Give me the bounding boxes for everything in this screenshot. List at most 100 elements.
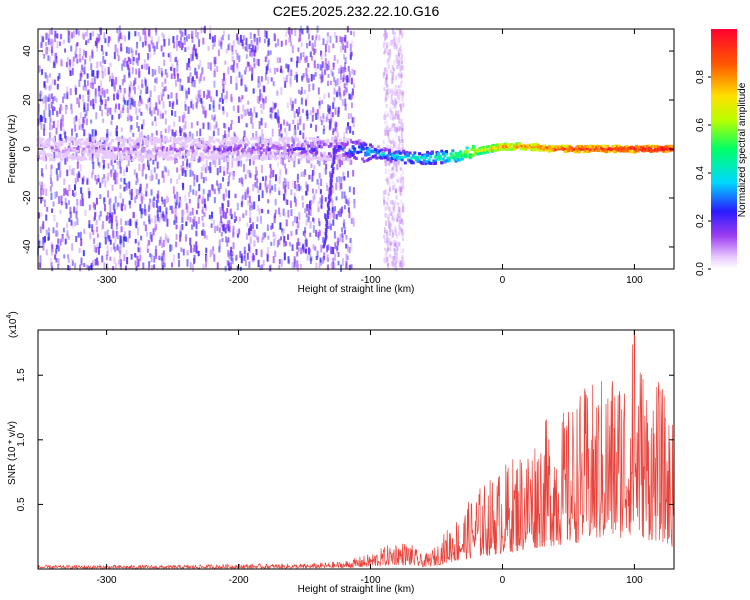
heatmap-cell	[411, 154, 415, 158]
heatmap-cell	[307, 28, 310, 34]
heatmap-cell	[400, 219, 403, 225]
heatmap-cell	[338, 154, 342, 158]
heatmap-cell	[332, 157, 336, 161]
heatmap-cell	[310, 157, 314, 161]
heatmap-cell	[95, 149, 99, 153]
heatmap-cell	[119, 158, 122, 167]
heatmap-cell	[384, 31, 387, 37]
heatmap-cell	[142, 149, 146, 153]
heatmap-cell	[57, 258, 60, 266]
heatmap-cell	[105, 254, 108, 261]
heatmap-cell	[392, 138, 395, 144]
heatmap-cell	[532, 143, 536, 147]
heatmap-cell	[333, 31, 336, 38]
heatmap-cell	[219, 221, 222, 227]
heatmap-cell	[335, 155, 339, 159]
heatmap-cell	[41, 155, 45, 159]
heatmap-cell	[184, 132, 187, 141]
heatmap-cell	[89, 100, 92, 106]
heatmap-cell	[181, 209, 184, 218]
heatmap-cell	[402, 208, 405, 213]
heatmap-cell	[384, 212, 387, 218]
heatmap-cell	[533, 143, 537, 147]
heatmap-cell	[212, 152, 216, 156]
svg-text:(x104): (x104)	[6, 311, 19, 338]
heatmap-cell	[192, 103, 195, 110]
heatmap-cell	[616, 145, 620, 149]
heatmap-cell	[384, 130, 387, 137]
heatmap-cell	[237, 116, 240, 123]
heatmap-cell	[124, 35, 127, 42]
heatmap-cell	[76, 42, 79, 47]
heatmap-cell	[226, 112, 229, 118]
heatmap-cell	[401, 96, 404, 102]
heatmap-cell	[305, 190, 308, 196]
heatmap-cell	[149, 198, 152, 203]
heatmap-cell	[288, 241, 291, 247]
heatmap-cell	[344, 67, 347, 73]
heatmap-cell	[427, 161, 431, 165]
heatmap-cell	[161, 264, 164, 271]
heatmap-cell	[384, 206, 387, 211]
heatmap-cell	[83, 119, 86, 125]
heatmap-cell	[346, 126, 349, 131]
heatmap-cell	[266, 63, 269, 71]
heatmap-cell	[332, 102, 335, 109]
heatmap-cell	[390, 173, 393, 179]
heatmap-cell	[255, 59, 258, 66]
heatmap-cell	[353, 83, 356, 89]
heatmap-cell	[397, 158, 400, 164]
heatmap-cell	[262, 141, 266, 145]
heatmap-cell	[40, 70, 43, 76]
heatmap-cell	[248, 261, 251, 268]
heatmap-cell	[224, 130, 227, 135]
heatmap-cell	[75, 236, 78, 243]
heatmap-cell	[289, 150, 293, 154]
heatmap-cell	[222, 210, 225, 219]
heatmap-cell	[267, 50, 270, 56]
heatmap-cell	[255, 156, 259, 160]
heatmap-cell	[364, 152, 368, 156]
heatmap-cell	[401, 254, 404, 259]
heatmap-cell	[138, 108, 141, 113]
heatmap-cell	[402, 230, 405, 236]
heatmap-cell	[305, 181, 308, 189]
heatmap-cell	[227, 161, 230, 168]
heatmap-cell	[164, 68, 167, 75]
heatmap-cell	[140, 130, 143, 138]
heatmap-cell	[198, 76, 201, 81]
heatmap-cell	[392, 201, 395, 206]
heatmap-cell	[43, 128, 46, 136]
heatmap-cell	[304, 142, 308, 146]
heatmap-cell	[299, 115, 302, 123]
heatmap-cell	[278, 238, 281, 245]
heatmap-cell	[302, 123, 305, 131]
heatmap-cell	[302, 132, 305, 140]
heatmap-cell	[426, 160, 430, 164]
heatmap-cell	[389, 152, 393, 156]
heatmap-cell	[345, 235, 348, 240]
heatmap-cell	[387, 52, 390, 56]
heatmap-cell	[102, 50, 105, 56]
heatmap-cell	[337, 251, 340, 257]
heatmap-cell	[630, 146, 634, 150]
top-x-ticks: -300 -200 -100 0 100	[97, 29, 643, 286]
heatmap-cell	[365, 150, 369, 154]
heatmap-cell	[294, 181, 297, 189]
heatmap-cell	[338, 85, 341, 91]
heatmap-cell	[388, 52, 391, 57]
heatmap-cell	[256, 216, 259, 222]
heatmap-cell	[157, 206, 160, 212]
heatmap-cell	[150, 136, 154, 140]
heatmap-cell	[204, 155, 208, 159]
heatmap-cell	[155, 121, 158, 127]
heatmap-cell	[340, 72, 343, 80]
heatmap-cell	[265, 186, 268, 193]
heatmap-cell	[582, 147, 586, 151]
heatmap-cell	[259, 81, 262, 87]
heatmap-cell	[500, 143, 504, 147]
heatmap-cell	[631, 150, 635, 154]
heatmap-cell	[362, 147, 366, 151]
heatmap-cell	[601, 148, 605, 152]
heatmap-cell	[283, 252, 286, 261]
